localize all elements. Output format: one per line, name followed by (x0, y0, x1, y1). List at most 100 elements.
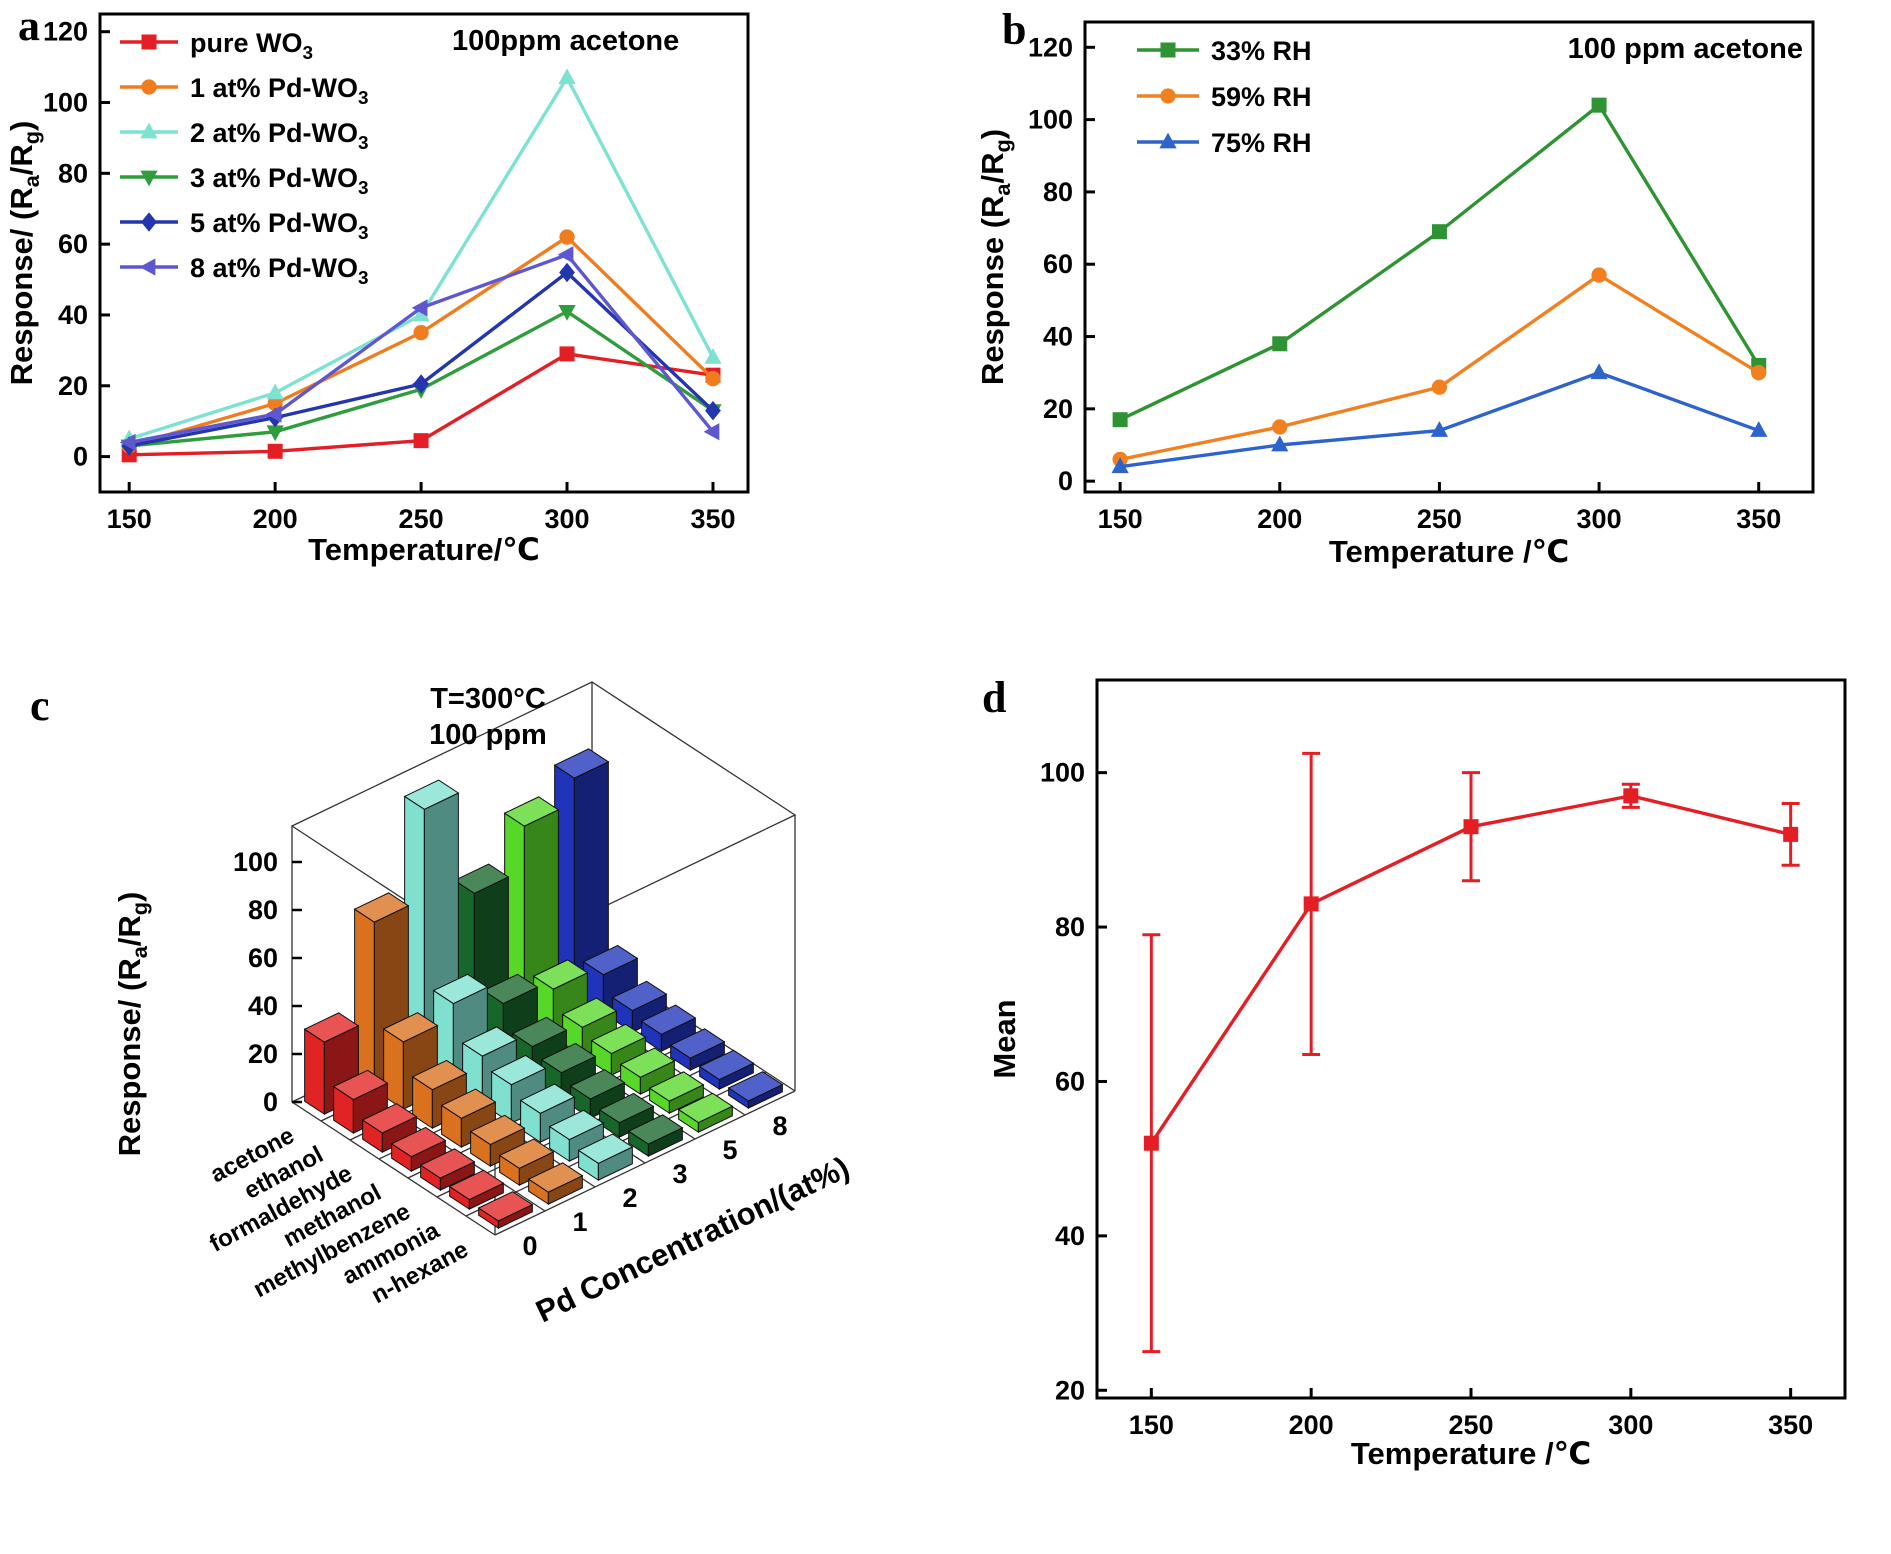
marker-triangle-up (412, 305, 430, 322)
pd-tick-label: 1 (572, 1207, 587, 1237)
bar-methanol-0 (390, 1126, 447, 1173)
bar-methanol-3 (540, 1042, 597, 1101)
marker-triangle-left (265, 405, 282, 423)
marker-square (1591, 97, 1607, 113)
y-axis-title: Response (Ra/Rg) (975, 129, 1015, 385)
y-tick-label: 80 (1043, 177, 1073, 207)
chart-panel-d: 150 200 250 300 350 20 40 60 80 100 Temperature /℃… (987, 678, 1847, 1471)
marker-square (1143, 1135, 1159, 1151)
panel-label-a: a (18, 1, 40, 50)
marker-diamond (413, 374, 429, 394)
bar-formaldehyde-8 (611, 980, 668, 1034)
panel-label-c: c (30, 681, 50, 730)
marker-diamond (559, 262, 575, 283)
marker-circle (705, 371, 721, 387)
legend-label: 3 at% Pd-WO3 (190, 163, 369, 199)
z-tick-label: 100 (233, 847, 278, 877)
marker-triangle-up (1271, 435, 1289, 452)
marker-circle (1272, 419, 1288, 435)
bar-methylbenzene-0 (419, 1148, 476, 1192)
x-tick-label: 300 (1577, 504, 1622, 534)
z-axis-title: Response/ (Ra/Rg) (112, 892, 152, 1157)
bar-methylbenzene-5 (619, 1047, 676, 1096)
series-mean (1142, 751, 1800, 1354)
marker-triangle-left (119, 433, 136, 452)
bars-3d (303, 748, 784, 1230)
marker-triangle-up (1159, 132, 1177, 149)
bar-ammonia-2 (548, 1109, 605, 1163)
bar-n-hexane-0 (477, 1191, 534, 1230)
marker-square (1623, 788, 1639, 804)
y-tick-label: 20 (1055, 1375, 1085, 1405)
annotation: 100 ppm acetone (1568, 33, 1803, 65)
marker-square (413, 433, 429, 449)
z-tick-label: 0 (263, 1087, 278, 1117)
x-axis-title: Temperature/℃ (308, 532, 540, 567)
y-tick-label: 20 (1043, 394, 1073, 424)
marker-triangle-left (411, 299, 428, 317)
chart-a: 150 200 250 300 350 0 20 40 60 80 100 120 Temperatur… (4, 12, 750, 567)
marker-triangle-left (557, 246, 574, 264)
y-tick-label: 120 (1028, 32, 1073, 62)
plot-frame (1083, 20, 1815, 494)
chart-b: 150 200 250 300 350 0 20 40 60 80 100 120 Temperatur… (975, 20, 1815, 569)
y-tick-label: 0 (1058, 466, 1073, 496)
z-tick-label: 40 (248, 991, 278, 1021)
x-tick-label: 150 (1129, 1410, 1174, 1440)
bar-methanol-5 (590, 1023, 647, 1077)
bar-ammonia-3 (598, 1092, 655, 1139)
marker-square (1272, 336, 1288, 352)
marker-diamond (705, 400, 721, 421)
marker-triangle-up (266, 383, 284, 400)
y-tick-label: 20 (58, 371, 88, 401)
bar-methanol-8 (640, 1004, 697, 1053)
marker-circle (1591, 267, 1607, 283)
marker-circle (1751, 365, 1767, 381)
pd-tick-label: 5 (722, 1135, 737, 1165)
marker-square (267, 443, 283, 459)
x-tick-label: 150 (107, 504, 152, 534)
marker-triangle-up (1430, 421, 1449, 437)
x-tick-label: 300 (1608, 1410, 1653, 1440)
x-tick-label: 250 (1417, 504, 1462, 534)
y-tick-label: 120 (43, 17, 88, 47)
bar-n-hexane-8 (727, 1071, 784, 1110)
pd-tick-label: 2 (622, 1183, 637, 1213)
y-tick-label: 100 (43, 88, 88, 118)
marker-square (1303, 896, 1319, 912)
x-tick-label: 350 (1768, 1410, 1813, 1440)
legend-label: 5 at% Pd-WO3 (190, 208, 369, 244)
y-tick-label: 60 (1043, 249, 1073, 279)
marker-square (1160, 42, 1176, 58)
bar-ammonia-0 (448, 1169, 505, 1211)
bar-ammonia-5 (648, 1071, 705, 1115)
marker-square (1112, 412, 1128, 428)
x-tick-label: 250 (1448, 1410, 1493, 1440)
marker-square (141, 34, 157, 50)
x-axis-title: Temperature /℃ (1351, 1436, 1591, 1471)
marker-triangle-up (1750, 421, 1768, 437)
annotation: 100ppm acetone (452, 25, 679, 57)
bar-methylbenzene-2 (519, 1083, 576, 1144)
marker-square (559, 346, 575, 362)
annotation: 100 ppm (429, 719, 547, 751)
chart-panel-a: 150 200 250 300 350 0 20 40 60 80 100 120 Temperatur… (4, 12, 750, 567)
series-59% RH (1112, 267, 1767, 468)
panel-label-d: d (982, 673, 1007, 722)
legend-label: pure WO3 (190, 28, 313, 64)
legend-label: 33% RH (1211, 36, 1312, 66)
x-tick-label: 150 (1098, 504, 1143, 534)
annotation: T=300°C (430, 683, 546, 715)
bar-formaldehyde-1 (411, 1059, 468, 1130)
bar-n-hexane-5 (677, 1092, 734, 1134)
x-tick-label: 250 (399, 504, 444, 534)
x-tick-label: 200 (1289, 1410, 1334, 1440)
chart-panel-c: 020406080100acetoneethanolformaldehydeme… (112, 681, 855, 1329)
x-tick-label: 200 (1257, 504, 1302, 534)
marker-triangle-down (140, 170, 158, 187)
y-axis-title: Response/ (Ra/Rg) (4, 121, 44, 386)
marker-triangle-up (140, 122, 158, 139)
marker-triangle-up (1111, 457, 1129, 474)
chart-d: 150 200 250 300 350 20 40 60 80 100 Temperature /℃… (987, 678, 1847, 1471)
